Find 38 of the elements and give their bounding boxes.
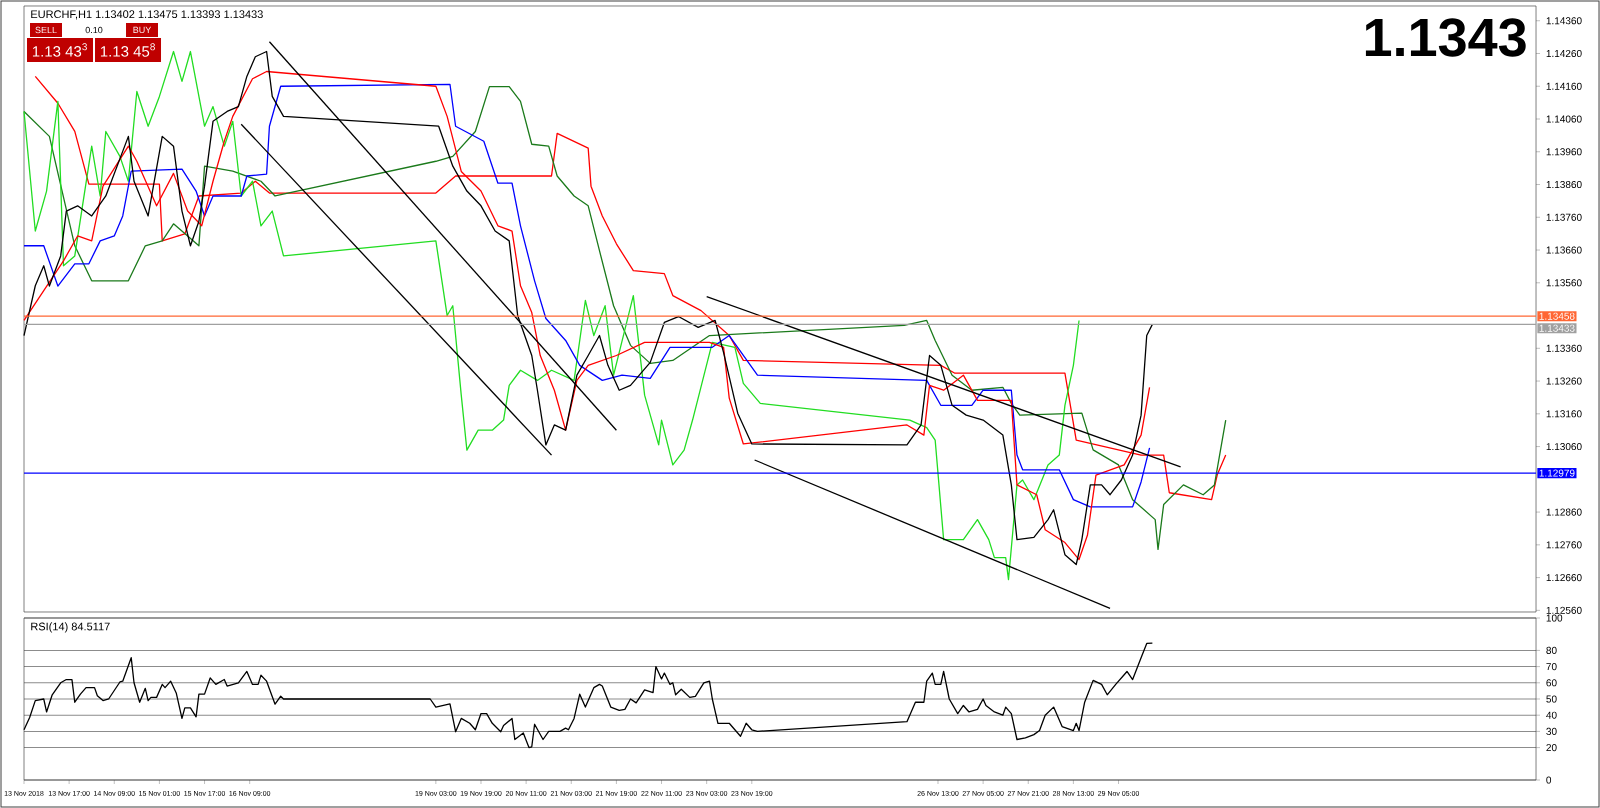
annotation: 1.13 43$^{3}$: [32, 43, 87, 57]
y-tick-label: 1.13660: [1546, 246, 1582, 254]
y-tick-label: 1.13860: [1546, 180, 1582, 189]
ref-line-label: 1.12979: [1539, 469, 1575, 477]
y-tick-label: 30: [1546, 727, 1557, 735]
y-tick-label: 1.13360: [1546, 344, 1582, 352]
y-tick-label: 1.12560: [1546, 606, 1582, 614]
y-tick-label: 1.13060: [1546, 443, 1582, 451]
ref-line-label: 1.13458: [1539, 312, 1575, 320]
y-tick-label: 50: [1546, 695, 1557, 703]
ref-line-label: 1.13433: [1539, 324, 1575, 332]
y-tick-label: 1.14160: [1546, 82, 1582, 90]
y-tick-label: 1.12660: [1546, 574, 1582, 582]
y-tick-label: 40: [1546, 711, 1557, 719]
y-tick-label: 60: [1546, 679, 1557, 687]
annotation: 0.10: [85, 26, 103, 34]
y-tick-label: 100: [1546, 614, 1563, 622]
y-tick-label: 70: [1546, 663, 1557, 671]
y-tick-label: 1.13260: [1546, 377, 1582, 385]
y-tick-label: 1.13960: [1546, 148, 1582, 156]
y-tick-label: 1.12760: [1546, 541, 1582, 549]
y-tick-label: 1.13760: [1546, 213, 1582, 221]
annotation: BUY: [133, 26, 152, 34]
y-tick-label: 1.14360: [1546, 17, 1582, 25]
annotation: SELL: [35, 26, 57, 34]
chart-title: RSI(14) 84.5117: [31, 622, 110, 633]
chart-title: EURCHF,H1 1.13402 1.13475 1.13393 1.13433: [31, 10, 263, 20]
y-tick-label: 1.12860: [1546, 508, 1582, 516]
y-tick-label: 1.13160: [1546, 410, 1582, 418]
line-series: [23, 642, 1154, 749]
y-tick-label: 20: [1546, 744, 1557, 752]
y-tick-label: 1.14260: [1546, 49, 1582, 58]
annotation: 1.1343: [1365, 18, 1526, 57]
y-tick-label: 1.14060: [1546, 115, 1582, 123]
y-tick-label: 80: [1546, 646, 1557, 654]
y-tick-label: 0: [1546, 776, 1552, 784]
y-tick-label: 1.13560: [1546, 279, 1582, 287]
annotation: 1.13 45$^{8}$: [100, 43, 155, 57]
